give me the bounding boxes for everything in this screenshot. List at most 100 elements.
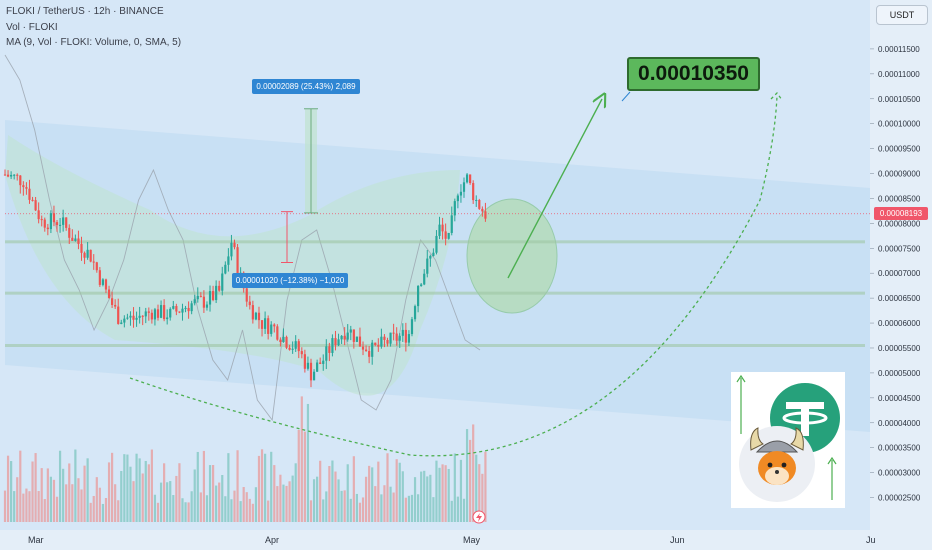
candle-body — [270, 324, 273, 334]
volume-bar — [83, 465, 86, 522]
candle-body — [19, 175, 22, 186]
volume-bar — [156, 502, 160, 522]
up-arrow-icon — [736, 374, 746, 434]
candle-body — [52, 213, 56, 223]
ma-indicator-label[interactable]: MA (9, Vol · FLOKI: Volume, 0, SMA, 5) — [6, 37, 182, 48]
volume-bar — [13, 491, 16, 522]
y-tick-label: 0.00003500 — [878, 444, 921, 453]
y-tick-label: 0.00008500 — [878, 194, 921, 203]
volume-bar — [132, 481, 135, 522]
volume-bar — [398, 462, 401, 522]
volume-bar — [306, 403, 310, 522]
candle-body — [297, 341, 300, 352]
currency-button[interactable]: USDT — [876, 5, 928, 25]
volume-bar — [77, 478, 80, 522]
support-level-line — [5, 240, 865, 244]
measure-up-label: 0.00002089 (25.43%) 2,089 — [252, 79, 360, 94]
candle-body — [328, 346, 331, 353]
candle-body — [49, 213, 52, 230]
candle-body — [199, 295, 202, 297]
candle-body — [319, 362, 322, 364]
candle-body — [193, 299, 196, 304]
volume-bar — [264, 453, 267, 522]
candle-body — [398, 335, 401, 341]
candle-body — [325, 346, 328, 361]
time-axis-bg — [0, 530, 932, 550]
volume-indicator-label[interactable]: Vol · FLOKI — [6, 22, 58, 33]
volume-bar — [135, 453, 138, 522]
candle-body — [169, 308, 172, 318]
volume-bar — [236, 450, 239, 522]
volume-bar — [374, 486, 377, 522]
volume-bar — [89, 502, 92, 522]
volume-bar — [3, 490, 7, 522]
volume-bar — [435, 460, 438, 522]
candle-body — [153, 309, 157, 320]
volume-bar — [273, 465, 276, 522]
y-tick-label: 0.00009500 — [878, 145, 921, 154]
candle-body — [215, 285, 218, 301]
volume-bar — [141, 473, 144, 522]
volume-bar — [242, 487, 245, 522]
volume-bar — [279, 474, 282, 522]
candle-body — [98, 270, 101, 285]
candle-body — [392, 332, 395, 334]
volume-bar — [190, 491, 193, 522]
candle-body — [456, 195, 459, 202]
volume-bar — [126, 454, 129, 522]
target-zone-circle — [466, 198, 558, 314]
volume-bar — [453, 453, 456, 522]
candle-body — [447, 232, 450, 239]
drawings-background — [5, 120, 870, 432]
y-tick-label: 0.00009000 — [878, 170, 921, 179]
x-tick-label: Mar — [28, 535, 44, 545]
candle-body — [43, 219, 46, 228]
candle-body — [264, 318, 267, 329]
volume-bar — [291, 475, 294, 522]
candle-body — [472, 183, 475, 201]
symbol-title[interactable]: FLOKI / TetherUS · 12h · BINANCE — [6, 6, 164, 17]
volume-bar — [413, 477, 417, 522]
volume-bar — [251, 503, 254, 522]
candle-body — [276, 326, 279, 340]
candle-body — [429, 255, 432, 259]
volume-bar — [462, 498, 466, 522]
up-arrow-icon — [827, 456, 837, 500]
volume-bar — [260, 449, 264, 522]
volume-bar — [166, 482, 169, 522]
candle-body — [181, 308, 184, 313]
volume-bar — [294, 463, 297, 522]
candle-body — [337, 339, 340, 346]
candle-body — [300, 351, 303, 355]
candle-body — [358, 336, 362, 347]
candle-body — [389, 332, 392, 344]
volume-bar — [144, 460, 147, 522]
candle-body — [205, 304, 209, 308]
candle-body — [80, 243, 83, 253]
volume-bar — [346, 464, 349, 522]
volume-bar — [368, 465, 371, 522]
candle-body — [95, 262, 98, 271]
candle-body — [331, 338, 334, 353]
volume-bar — [410, 494, 414, 522]
candle-body — [410, 319, 414, 335]
candle-body — [104, 279, 108, 290]
candle-body — [288, 347, 291, 350]
candle-body — [111, 298, 114, 305]
volume-bar — [364, 476, 368, 522]
volume-bar — [22, 493, 25, 522]
candle-body — [316, 362, 319, 372]
volume-bar — [184, 502, 187, 522]
candle-body — [163, 305, 166, 320]
volume-bar — [276, 486, 279, 522]
candle-body — [386, 339, 389, 344]
volume-bar — [230, 499, 233, 522]
volume-bar — [28, 491, 31, 522]
candle-body — [383, 336, 386, 340]
volume-bar — [199, 492, 202, 522]
candles — [3, 169, 487, 388]
volume-bar — [340, 490, 343, 522]
volume-bar — [456, 496, 459, 522]
candle-body — [28, 188, 31, 200]
